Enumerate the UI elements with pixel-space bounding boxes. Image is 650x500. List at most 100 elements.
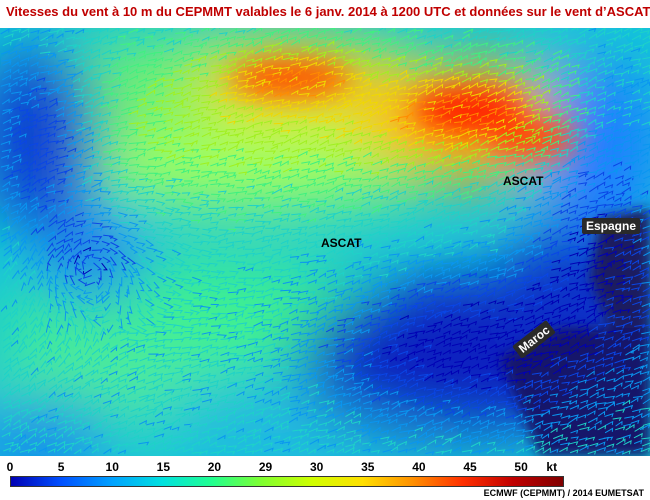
wind-barb xyxy=(369,88,379,92)
wind-barb xyxy=(165,390,173,396)
wind-barb xyxy=(255,88,264,95)
country-label-spain: Espagne xyxy=(582,218,641,234)
wind-barb xyxy=(524,444,534,449)
wind-barb xyxy=(496,342,505,348)
wind-barb xyxy=(211,325,222,329)
wind-barb xyxy=(39,152,48,159)
wind-barb xyxy=(351,57,361,62)
wind-barb xyxy=(623,320,633,326)
wind-barb xyxy=(542,447,551,454)
wind-barb xyxy=(262,243,272,249)
wind-barb xyxy=(63,425,72,433)
wind-barb xyxy=(614,196,622,202)
wind-barb xyxy=(273,99,285,103)
wind-barb xyxy=(560,185,569,190)
wind-barb xyxy=(138,173,149,178)
wind-barb xyxy=(461,243,471,249)
wind-barb xyxy=(586,246,596,252)
wind-barb xyxy=(37,260,43,271)
wind-barb xyxy=(308,323,317,328)
wind-barb xyxy=(633,395,644,400)
wind-barb xyxy=(451,203,463,208)
wind-barb xyxy=(154,77,165,83)
wind-barb xyxy=(407,101,416,108)
wind-barb xyxy=(388,253,400,258)
wind-barb xyxy=(74,364,84,371)
wind-barb xyxy=(579,283,588,287)
wind-barb xyxy=(524,236,534,244)
wind-barb xyxy=(370,62,380,68)
wind-barb xyxy=(630,58,642,63)
wind-barb xyxy=(83,111,94,116)
wind-barb xyxy=(209,346,219,351)
wind-barb xyxy=(19,239,27,249)
wind-barb xyxy=(442,192,452,199)
wind-barb xyxy=(298,56,310,61)
wind-barb xyxy=(73,385,82,391)
wind-barb xyxy=(136,369,146,376)
wind-barb xyxy=(66,73,77,78)
wind-barb xyxy=(73,238,82,244)
wind-barb xyxy=(317,444,327,451)
wind-barb xyxy=(480,356,491,361)
wind-barb xyxy=(137,303,142,313)
wind-barb xyxy=(172,346,182,351)
wind-barb xyxy=(532,131,540,136)
wind-barb xyxy=(487,119,494,125)
wind-barb xyxy=(298,232,308,237)
wind-barb xyxy=(264,175,275,180)
wind-barb xyxy=(344,263,354,270)
wind-barb xyxy=(157,262,167,269)
wind-barb xyxy=(135,427,144,434)
wind-barb xyxy=(298,30,310,35)
wind-barb xyxy=(129,264,138,273)
wind-barb xyxy=(154,296,165,303)
wind-barb xyxy=(175,198,187,203)
wind-barb xyxy=(190,219,201,224)
wind-barb xyxy=(559,446,568,453)
wind-barb xyxy=(525,194,534,200)
wind-barb xyxy=(586,376,597,382)
wind-barb xyxy=(282,280,294,285)
wind-barb xyxy=(424,419,434,425)
wind-barb xyxy=(180,247,190,253)
wind-barb xyxy=(534,29,545,34)
wind-barb xyxy=(273,111,283,117)
wind-barb xyxy=(577,40,587,45)
wind-barb xyxy=(372,184,382,189)
wind-barb xyxy=(550,276,560,280)
wind-barb xyxy=(513,64,524,69)
wind-barb xyxy=(270,145,279,150)
wind-barb xyxy=(400,124,409,130)
wind-barb xyxy=(255,281,265,287)
wind-barb xyxy=(129,63,140,68)
wind-barb xyxy=(595,402,607,406)
wind-barb xyxy=(378,372,388,377)
wind-barb xyxy=(165,91,176,97)
wind-barb xyxy=(379,273,389,278)
wind-barb xyxy=(20,370,29,376)
wind-barb xyxy=(81,67,91,73)
wind-barb xyxy=(127,370,137,376)
wind-barb xyxy=(254,132,265,137)
wind-barb xyxy=(237,190,248,195)
wind-barb xyxy=(292,435,303,440)
wind-barb xyxy=(209,80,218,84)
wind-barb xyxy=(542,292,553,300)
wind-barb xyxy=(2,133,13,138)
wind-barb xyxy=(69,298,77,306)
wind-barb xyxy=(587,264,597,270)
wind-barb xyxy=(489,275,500,280)
wind-barb xyxy=(487,197,497,201)
wind-barb xyxy=(615,298,624,304)
wind-barb xyxy=(352,147,363,152)
wind-barb xyxy=(210,362,219,367)
wind-barb xyxy=(460,97,468,103)
wind-barb xyxy=(281,228,290,232)
wind-barb xyxy=(469,221,478,227)
wind-barb xyxy=(631,208,642,213)
wind-barb xyxy=(643,40,650,45)
wind-barb xyxy=(550,361,560,368)
wind-barb xyxy=(452,301,461,307)
wind-barb xyxy=(408,391,417,396)
